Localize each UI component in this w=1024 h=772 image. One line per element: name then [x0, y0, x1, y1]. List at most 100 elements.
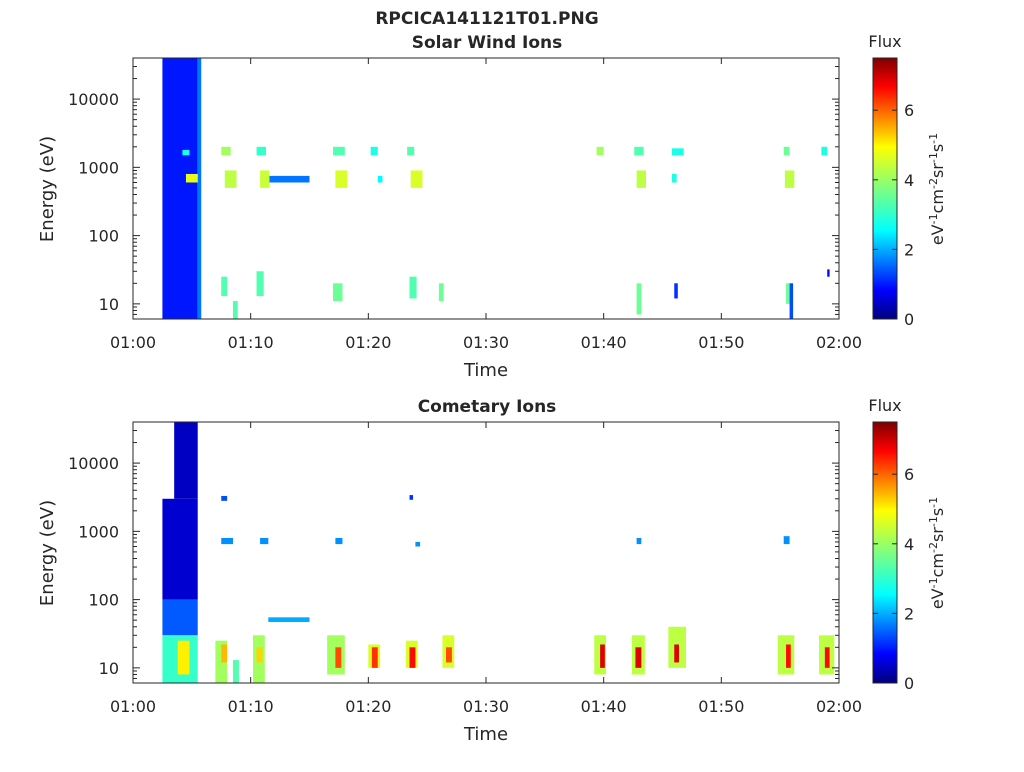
heatmap-cells: [162, 58, 830, 319]
x-tick-label: 01:20: [345, 333, 391, 352]
flux-cell: [224, 170, 237, 188]
flux-cell: [377, 175, 383, 183]
x-tick-label: 02:00: [816, 697, 862, 716]
y-axis-label: Energy (eV): [37, 136, 58, 242]
figure-title: RPCICA141121T01.PNG: [375, 9, 598, 29]
flux-cell: [635, 647, 642, 668]
x-tick-label: 01:30: [463, 697, 509, 716]
flux-cell: [636, 537, 642, 545]
flux-cell: [786, 644, 791, 668]
flux-cell: [407, 146, 415, 156]
flux-cell: [260, 537, 269, 545]
y-tick-label: 10: [99, 295, 119, 314]
colorbar-title: Flux: [868, 396, 901, 415]
colorbar-title: Flux: [868, 32, 901, 51]
flux-cell: [162, 498, 198, 600]
flux-cell: [333, 146, 345, 156]
flux-cell: [335, 537, 343, 545]
colorbar-ticks: 0 2 4 6: [873, 101, 914, 329]
colorbar-unit-label: eV-1cm-2sr-1s-1: [927, 133, 948, 245]
flux-cell: [600, 644, 605, 668]
x-tick-label: 01:00: [110, 333, 156, 352]
flux-cell: [335, 170, 348, 188]
flux-cell: [783, 146, 790, 156]
flux-cell: [221, 276, 228, 297]
flux-cell: [671, 148, 684, 156]
axes: 01:00 01:10 01:20 01:30 01:40 01:50 02:00 10 100…: [68, 421, 862, 716]
y-tick-label: 100: [88, 227, 119, 246]
flux-cell: [783, 536, 790, 545]
flux-cell: [410, 170, 423, 188]
plot-frame: [132, 421, 840, 684]
flux-cell: [256, 146, 266, 156]
heatmap-cells: [162, 422, 835, 683]
x-tick-label: 01:50: [698, 333, 744, 352]
flux-cell: [674, 644, 679, 663]
flux-cell: [268, 617, 310, 622]
flux-cell: [269, 175, 310, 183]
flux-cell: [256, 647, 263, 663]
flux-cell: [415, 541, 421, 547]
flux-cell: [221, 146, 231, 156]
flux-cell: [438, 283, 444, 302]
flux-cell: [409, 495, 414, 500]
x-axis-label: Time: [463, 360, 508, 381]
x-axis-label: Time: [463, 724, 508, 745]
flux-cell: [221, 495, 228, 501]
flux-cell: [821, 146, 828, 156]
axes: 01:00 01:10 01:20 01:30 01:40 01:50 02:00 10 100…: [68, 57, 862, 352]
flux-cell: [197, 58, 202, 319]
flux-cell: [260, 170, 270, 188]
colorbar-tick-label: 6: [904, 101, 914, 120]
colorbar-unit-label: eV-1cm-2sr-1s-1: [927, 497, 948, 609]
flux-cell: [177, 640, 190, 675]
flux-cell: [182, 149, 190, 156]
panel-title: Solar Wind Ions: [412, 33, 563, 53]
flux-cell: [162, 599, 198, 636]
colorbar-tick-label: 4: [904, 171, 914, 190]
flux-cell: [333, 283, 343, 302]
x-tick-label: 01:20: [345, 697, 391, 716]
x-tick-label: 02:00: [816, 333, 862, 352]
flux-cell: [233, 301, 238, 319]
flux-cell: [409, 647, 416, 668]
colorbar-tick-label: 6: [904, 465, 914, 484]
x-tick-label: 01:10: [228, 697, 274, 716]
flux-cell: [233, 660, 239, 683]
flux-cell: [256, 271, 264, 297]
colorbar-ticks: 0 2 4 6: [873, 465, 914, 693]
flux-cell: [371, 647, 378, 668]
x-tick-label: 01:50: [698, 697, 744, 716]
colorbar-tick-label: 0: [904, 674, 914, 693]
flux-cell: [221, 537, 234, 545]
plot-frame: [132, 57, 840, 320]
y-tick-label: 1000: [78, 158, 119, 177]
y-tick-label: 100: [88, 591, 119, 610]
x-tick-label: 01:40: [581, 333, 627, 352]
flux-cell: [445, 647, 452, 663]
flux-cell: [784, 170, 795, 188]
flux-cell: [185, 173, 198, 183]
x-tick-label: 01:30: [463, 333, 509, 352]
y-tick-label: 10: [99, 659, 119, 678]
flux-cell: [674, 283, 678, 299]
colorbar-tick-label: 2: [904, 604, 914, 623]
colorbar-tick-label: 0: [904, 310, 914, 329]
x-tick-label: 01:40: [581, 697, 627, 716]
flux-cell: [671, 173, 677, 183]
flux-cell: [335, 647, 342, 668]
flux-cell: [634, 146, 644, 156]
x-tick-label: 01:00: [110, 697, 156, 716]
flux-cell: [789, 283, 794, 319]
y-axis-label: Energy (eV): [37, 500, 58, 606]
flux-cell: [409, 276, 417, 299]
flux-cell: [636, 283, 642, 315]
flux-cell: [824, 647, 830, 668]
colorbar-tick-label: 2: [904, 240, 914, 259]
solar-wind-panel: Solar Wind Ions 01:00 01:10 01:20 01:30 01:4…: [37, 32, 947, 381]
flux-cell: [370, 146, 378, 156]
colorbar: [872, 421, 898, 684]
panel-title: Cometary Ions: [418, 397, 557, 417]
